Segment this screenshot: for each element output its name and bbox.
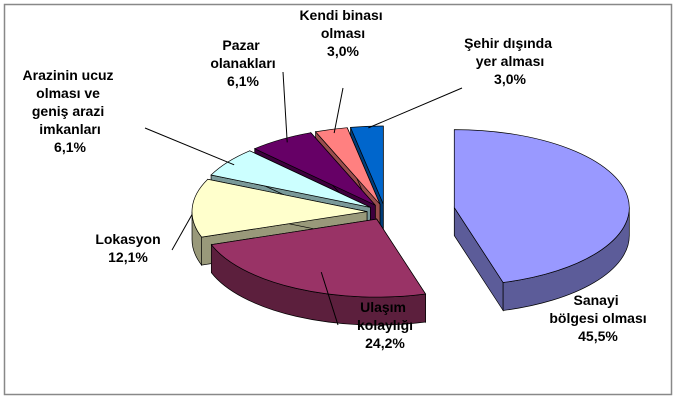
leader-line [320,271,339,326]
leader-line [171,214,193,251]
slice-value-label: 24,2% [365,335,405,351]
slice-value-label: 45,5% [578,328,618,344]
slice-label: Ulaşım kolaylığı [357,299,413,333]
leader-line [368,87,463,129]
slice-label: Arazinin ucuz olması ve geniş arazi imka… [23,67,118,137]
slice [253,132,376,206]
slice-label: Pazar olanakları [210,37,275,71]
slice-label: Kendi binası olması [299,7,386,41]
slice-group [210,217,427,326]
leader-line [333,87,344,134]
slice-label: Lokasyon [95,231,160,247]
slice-value-label: 12,1% [108,249,148,265]
slice-label: Sanayi bölgesi olması [549,292,646,326]
slice [350,125,384,205]
slice-value-label: 6,1% [54,139,86,155]
slice-group [453,129,630,312]
slice-value-label: 3,0% [494,71,526,87]
slice [453,129,630,283]
slice [210,218,427,298]
slice-value-label: 6,1% [227,73,259,89]
leader-line [282,71,288,143]
slice-value-label: 3,0% [327,43,359,59]
slice [314,127,381,205]
slice-label: Şehir dışında yer alması [464,35,556,69]
leader-line [144,127,235,166]
slice [191,178,368,238]
